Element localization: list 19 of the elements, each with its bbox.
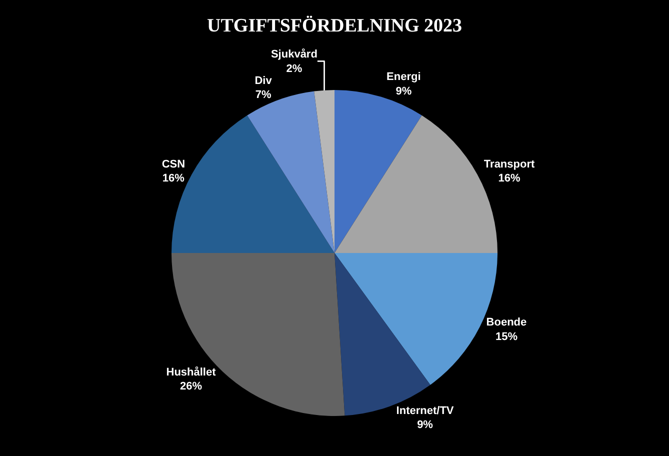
data-label: 26% bbox=[180, 380, 202, 393]
slice-label: Hushållet bbox=[166, 365, 216, 378]
data-label: 16% bbox=[498, 172, 520, 185]
pie-slice bbox=[314, 90, 334, 253]
slice-label: Transport bbox=[484, 158, 535, 170]
data-label: 9% bbox=[417, 419, 434, 432]
slice-label: Energi bbox=[386, 71, 421, 84]
slice-label: Sjukvård bbox=[270, 48, 318, 61]
data-label: 15% bbox=[495, 330, 518, 343]
slice-label: Boende bbox=[486, 316, 527, 329]
slice-label: CSN bbox=[162, 158, 186, 170]
chart-title: UTGIFTSFÖRDELNING 2023 bbox=[207, 16, 462, 37]
data-label: 16% bbox=[162, 172, 185, 185]
data-label: 2% bbox=[286, 62, 302, 75]
slice-label: Div bbox=[254, 74, 273, 87]
slice-label: Internet/TV bbox=[396, 404, 454, 417]
data-label: 9% bbox=[396, 85, 412, 98]
pie-slice bbox=[247, 91, 334, 253]
data-label: 7% bbox=[255, 89, 272, 102]
